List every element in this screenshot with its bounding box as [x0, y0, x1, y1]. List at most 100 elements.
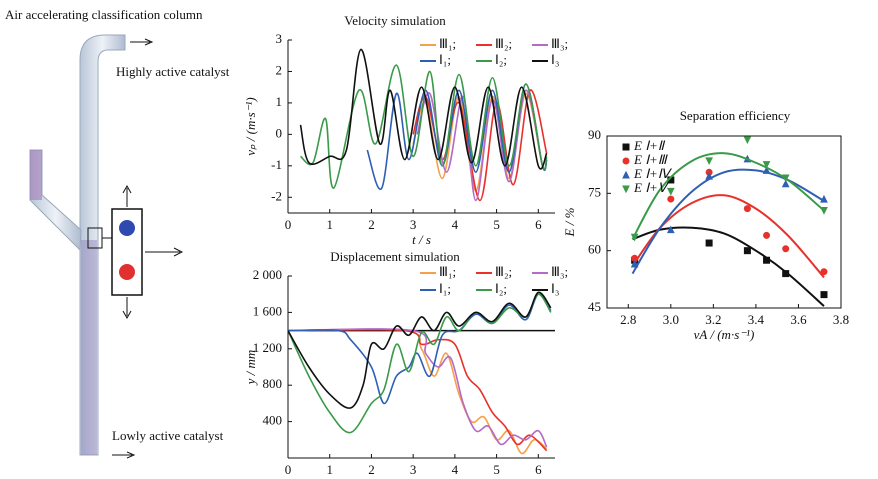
point — [782, 270, 790, 278]
y-axis-label: E / % — [562, 207, 577, 237]
x-tick-label: 3.6 — [790, 312, 807, 327]
point — [763, 231, 771, 239]
legend-label: E Ⅰ+Ⅳ — [633, 166, 673, 181]
legend-label: Ⅰ₃ — [551, 281, 559, 296]
bottom-label: Lowly active catalyst — [112, 428, 224, 443]
legend-label: Ⅰ₂; — [495, 52, 507, 67]
point — [666, 225, 675, 234]
particles — [30, 150, 42, 200]
legend-label: Ⅲ₃; — [551, 264, 568, 279]
legend-label: Ⅲ₃; — [551, 36, 568, 51]
series-line — [287, 293, 552, 405]
chart-title: Separation efficiency — [680, 108, 791, 123]
y-tick-label: -2 — [271, 188, 282, 203]
y-axis-label: vₚ / (m·s⁻¹) — [243, 97, 258, 156]
legend-marker — [622, 143, 630, 151]
point — [630, 233, 639, 242]
y-tick-label: 2 000 — [253, 267, 282, 282]
particle-active — [119, 220, 135, 236]
legend-label: E Ⅰ+Ⅴ — [633, 180, 670, 195]
x-tick-label: 0 — [285, 217, 292, 232]
series-line — [287, 328, 548, 448]
legend-label: Ⅲ₁; — [439, 264, 456, 279]
y-tick-label: -1 — [271, 157, 282, 172]
particle-inactive — [119, 264, 135, 280]
x-tick-label: 2.8 — [620, 312, 636, 327]
series-line — [287, 328, 548, 452]
legend-label: E Ⅰ+Ⅲ — [633, 152, 669, 167]
y-tick-label: 1 — [276, 94, 283, 109]
point — [666, 187, 675, 196]
particles — [81, 240, 97, 455]
column — [79, 34, 126, 456]
legend-marker — [622, 157, 630, 165]
x-tick-label: 3.2 — [705, 312, 721, 327]
x-tick-label: 3.8 — [833, 312, 849, 327]
legend-marker — [622, 170, 630, 179]
x-tick-label: 4 — [452, 217, 459, 232]
point — [743, 205, 751, 213]
y-tick-label: 1 200 — [253, 340, 282, 355]
point — [743, 247, 751, 255]
legend-label: Ⅰ₂; — [495, 281, 507, 296]
x-tick-label: 3.0 — [663, 312, 679, 327]
series-line — [300, 64, 548, 189]
x-axis-label: t / s — [412, 477, 431, 479]
x-tick-label: 1 — [326, 462, 333, 477]
series-line — [299, 48, 548, 170]
point — [763, 256, 771, 264]
chart-title: Velocity simulation — [344, 13, 446, 28]
fit-curve — [631, 152, 825, 240]
x-tick-label: 2 — [368, 462, 375, 477]
point — [820, 194, 828, 203]
y-tick-label: 60 — [588, 242, 601, 257]
arrows — [112, 38, 184, 459]
series-line — [287, 328, 548, 455]
point — [630, 259, 639, 268]
fit-curve — [632, 226, 825, 307]
x-tick-label: 6 — [535, 462, 542, 477]
y-tick-label: 3 — [276, 31, 283, 46]
x-axis-label: t / s — [412, 232, 431, 247]
legend-label: Ⅲ₂; — [495, 36, 512, 51]
x-tick-label: 2 — [368, 217, 375, 232]
point — [781, 174, 790, 183]
y-tick-label: 90 — [588, 127, 601, 142]
legend-label: Ⅰ₁; — [439, 281, 451, 296]
top-label: Highly active catalyst — [116, 64, 230, 79]
legend-label: Ⅰ₁; — [439, 52, 451, 67]
x-tick-label: 5 — [493, 217, 500, 232]
column-label: Air accelerating classification column — [5, 7, 203, 22]
y-axis-label: y / mm — [243, 350, 258, 387]
point — [705, 171, 713, 180]
point — [667, 195, 675, 203]
point — [820, 207, 828, 215]
point — [820, 291, 828, 299]
y-tick-label: 0 — [276, 125, 283, 140]
x-tick-label: 3 — [410, 217, 417, 232]
x-tick-label: 6 — [535, 217, 542, 232]
series-line — [287, 291, 552, 409]
y-tick-label: 45 — [588, 299, 601, 314]
legend-label: E Ⅰ+Ⅱ — [633, 138, 666, 153]
y-tick-label: 75 — [588, 184, 601, 199]
x-tick-label: 0 — [285, 462, 292, 477]
x-tick-label: 4 — [452, 462, 459, 477]
series-line — [287, 293, 552, 434]
diagram: Air accelerating classification column H… — [5, 7, 230, 459]
y-tick-label: 1 600 — [253, 303, 282, 318]
y-tick-label: 400 — [263, 413, 283, 428]
x-tick-label: 5 — [493, 462, 500, 477]
x-tick-label: 3 — [410, 462, 417, 477]
chart-title: Displacement simulation — [330, 249, 460, 264]
legend-label: Ⅲ₂; — [495, 264, 512, 279]
legend-label: Ⅰ₃ — [551, 52, 559, 67]
plot-frame — [606, 135, 842, 309]
y-tick-label: 2 — [276, 62, 283, 77]
y-tick-label: 800 — [263, 376, 283, 391]
point — [667, 176, 675, 184]
legend-label: Ⅲ₁; — [439, 36, 456, 51]
x-tick-label: 1 — [326, 217, 333, 232]
legend-marker — [622, 185, 630, 194]
